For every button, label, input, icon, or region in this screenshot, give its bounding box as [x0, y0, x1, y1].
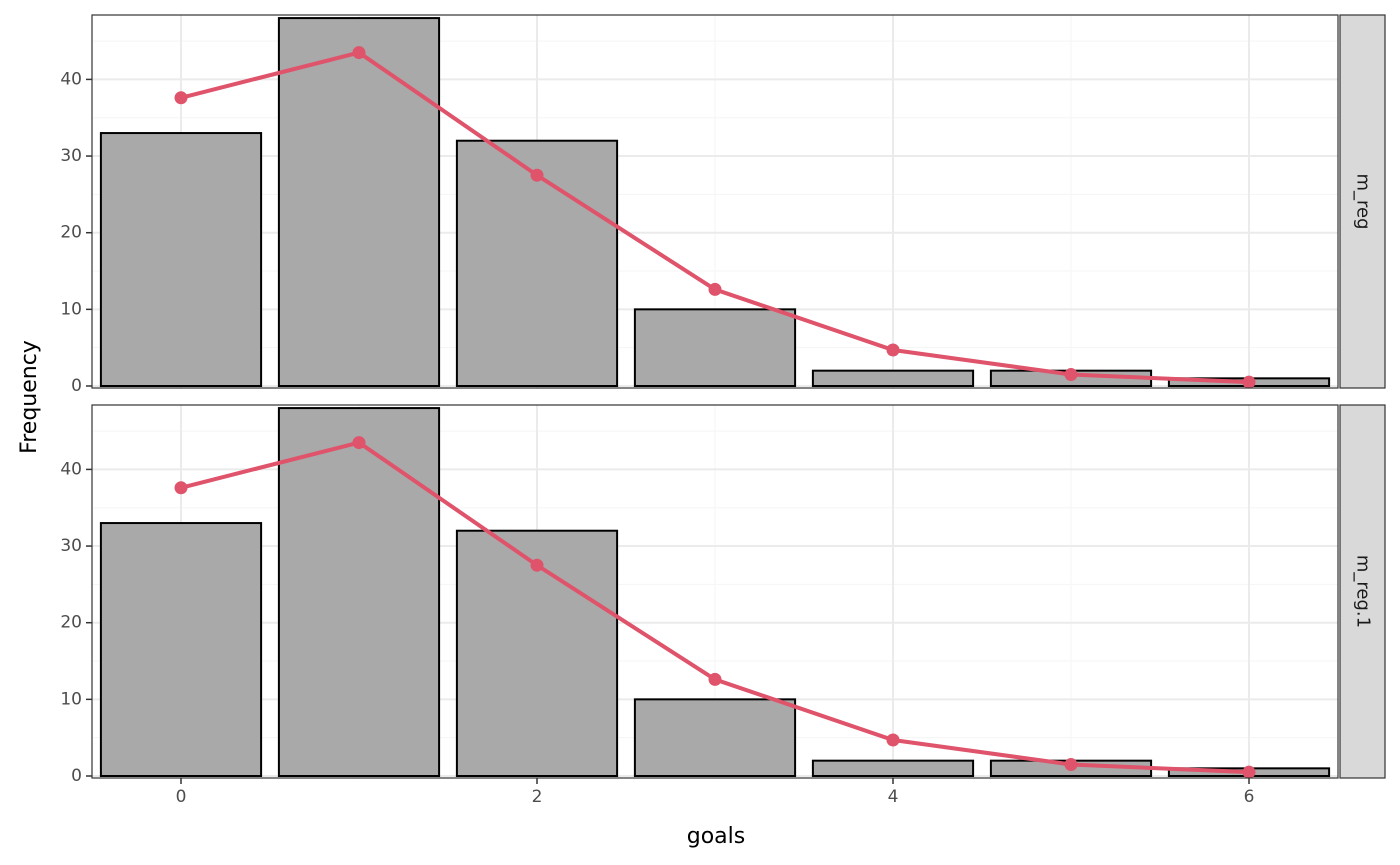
bar-goals-3: [633, 698, 797, 777]
panel-m_reg.1: m_reg.1 0 10 20 30 40 0 2 4 6: [60, 404, 1386, 807]
panel-border: [91, 404, 1339, 779]
facet-strip: [1339, 14, 1386, 389]
expected-point-1: [352, 436, 366, 450]
y-tick-label: 30: [60, 536, 82, 556]
expected-point-2: [530, 558, 544, 572]
bar-goals-0: [99, 522, 263, 777]
y-axis-title: Frequency: [17, 340, 42, 454]
y-tick-label: 0: [71, 766, 82, 786]
panels-layer: m_reg 0 10 20 30 40 m_reg.1 0 10 20 30 40 0 2 4 6: [60, 14, 1386, 807]
y-tick-label: 40: [60, 69, 82, 89]
facet-strip-label: m_reg: [1353, 173, 1374, 229]
x-tick-label: 6: [1244, 787, 1255, 807]
y-tick-label: 20: [60, 613, 82, 633]
expected-point-3: [708, 672, 722, 686]
expected-point-0: [174, 481, 188, 495]
y-tick-label: 30: [60, 146, 82, 166]
panel-border: [91, 14, 1339, 389]
expected-point-5: [1064, 368, 1078, 382]
bar-goals-1: [277, 407, 441, 777]
y-tick-label: 40: [60, 459, 82, 479]
facet-strip-label: m_reg.1: [1353, 555, 1374, 628]
expected-point-6: [1242, 375, 1256, 389]
x-tick-label: 4: [888, 787, 899, 807]
bar-goals-0: [99, 132, 263, 387]
expected-point-5: [1064, 758, 1078, 772]
expected-point-3: [708, 282, 722, 296]
expected-point-4: [886, 733, 900, 747]
bar-goals-4: [811, 759, 975, 777]
x-tick-label: 2: [532, 787, 543, 807]
bar-goals-4: [811, 369, 975, 388]
y-tick-label: 10: [60, 689, 82, 709]
bar-goals-3: [633, 308, 797, 388]
expected-point-6: [1242, 765, 1256, 779]
y-tick-label: 10: [60, 299, 82, 319]
x-tick-label: 0: [176, 787, 187, 807]
expected-point-4: [886, 343, 900, 357]
bar-goals-1: [277, 17, 441, 388]
y-tick-label: 20: [60, 223, 82, 243]
expected-point-0: [174, 91, 188, 105]
x-axis-title: goals: [687, 824, 745, 849]
panel-m_reg: m_reg 0 10 20 30 40: [60, 14, 1386, 396]
expected-point-2: [530, 168, 544, 182]
y-tick-label: 0: [71, 376, 82, 396]
facet-strip: [1339, 404, 1386, 779]
expected-point-1: [352, 46, 366, 60]
